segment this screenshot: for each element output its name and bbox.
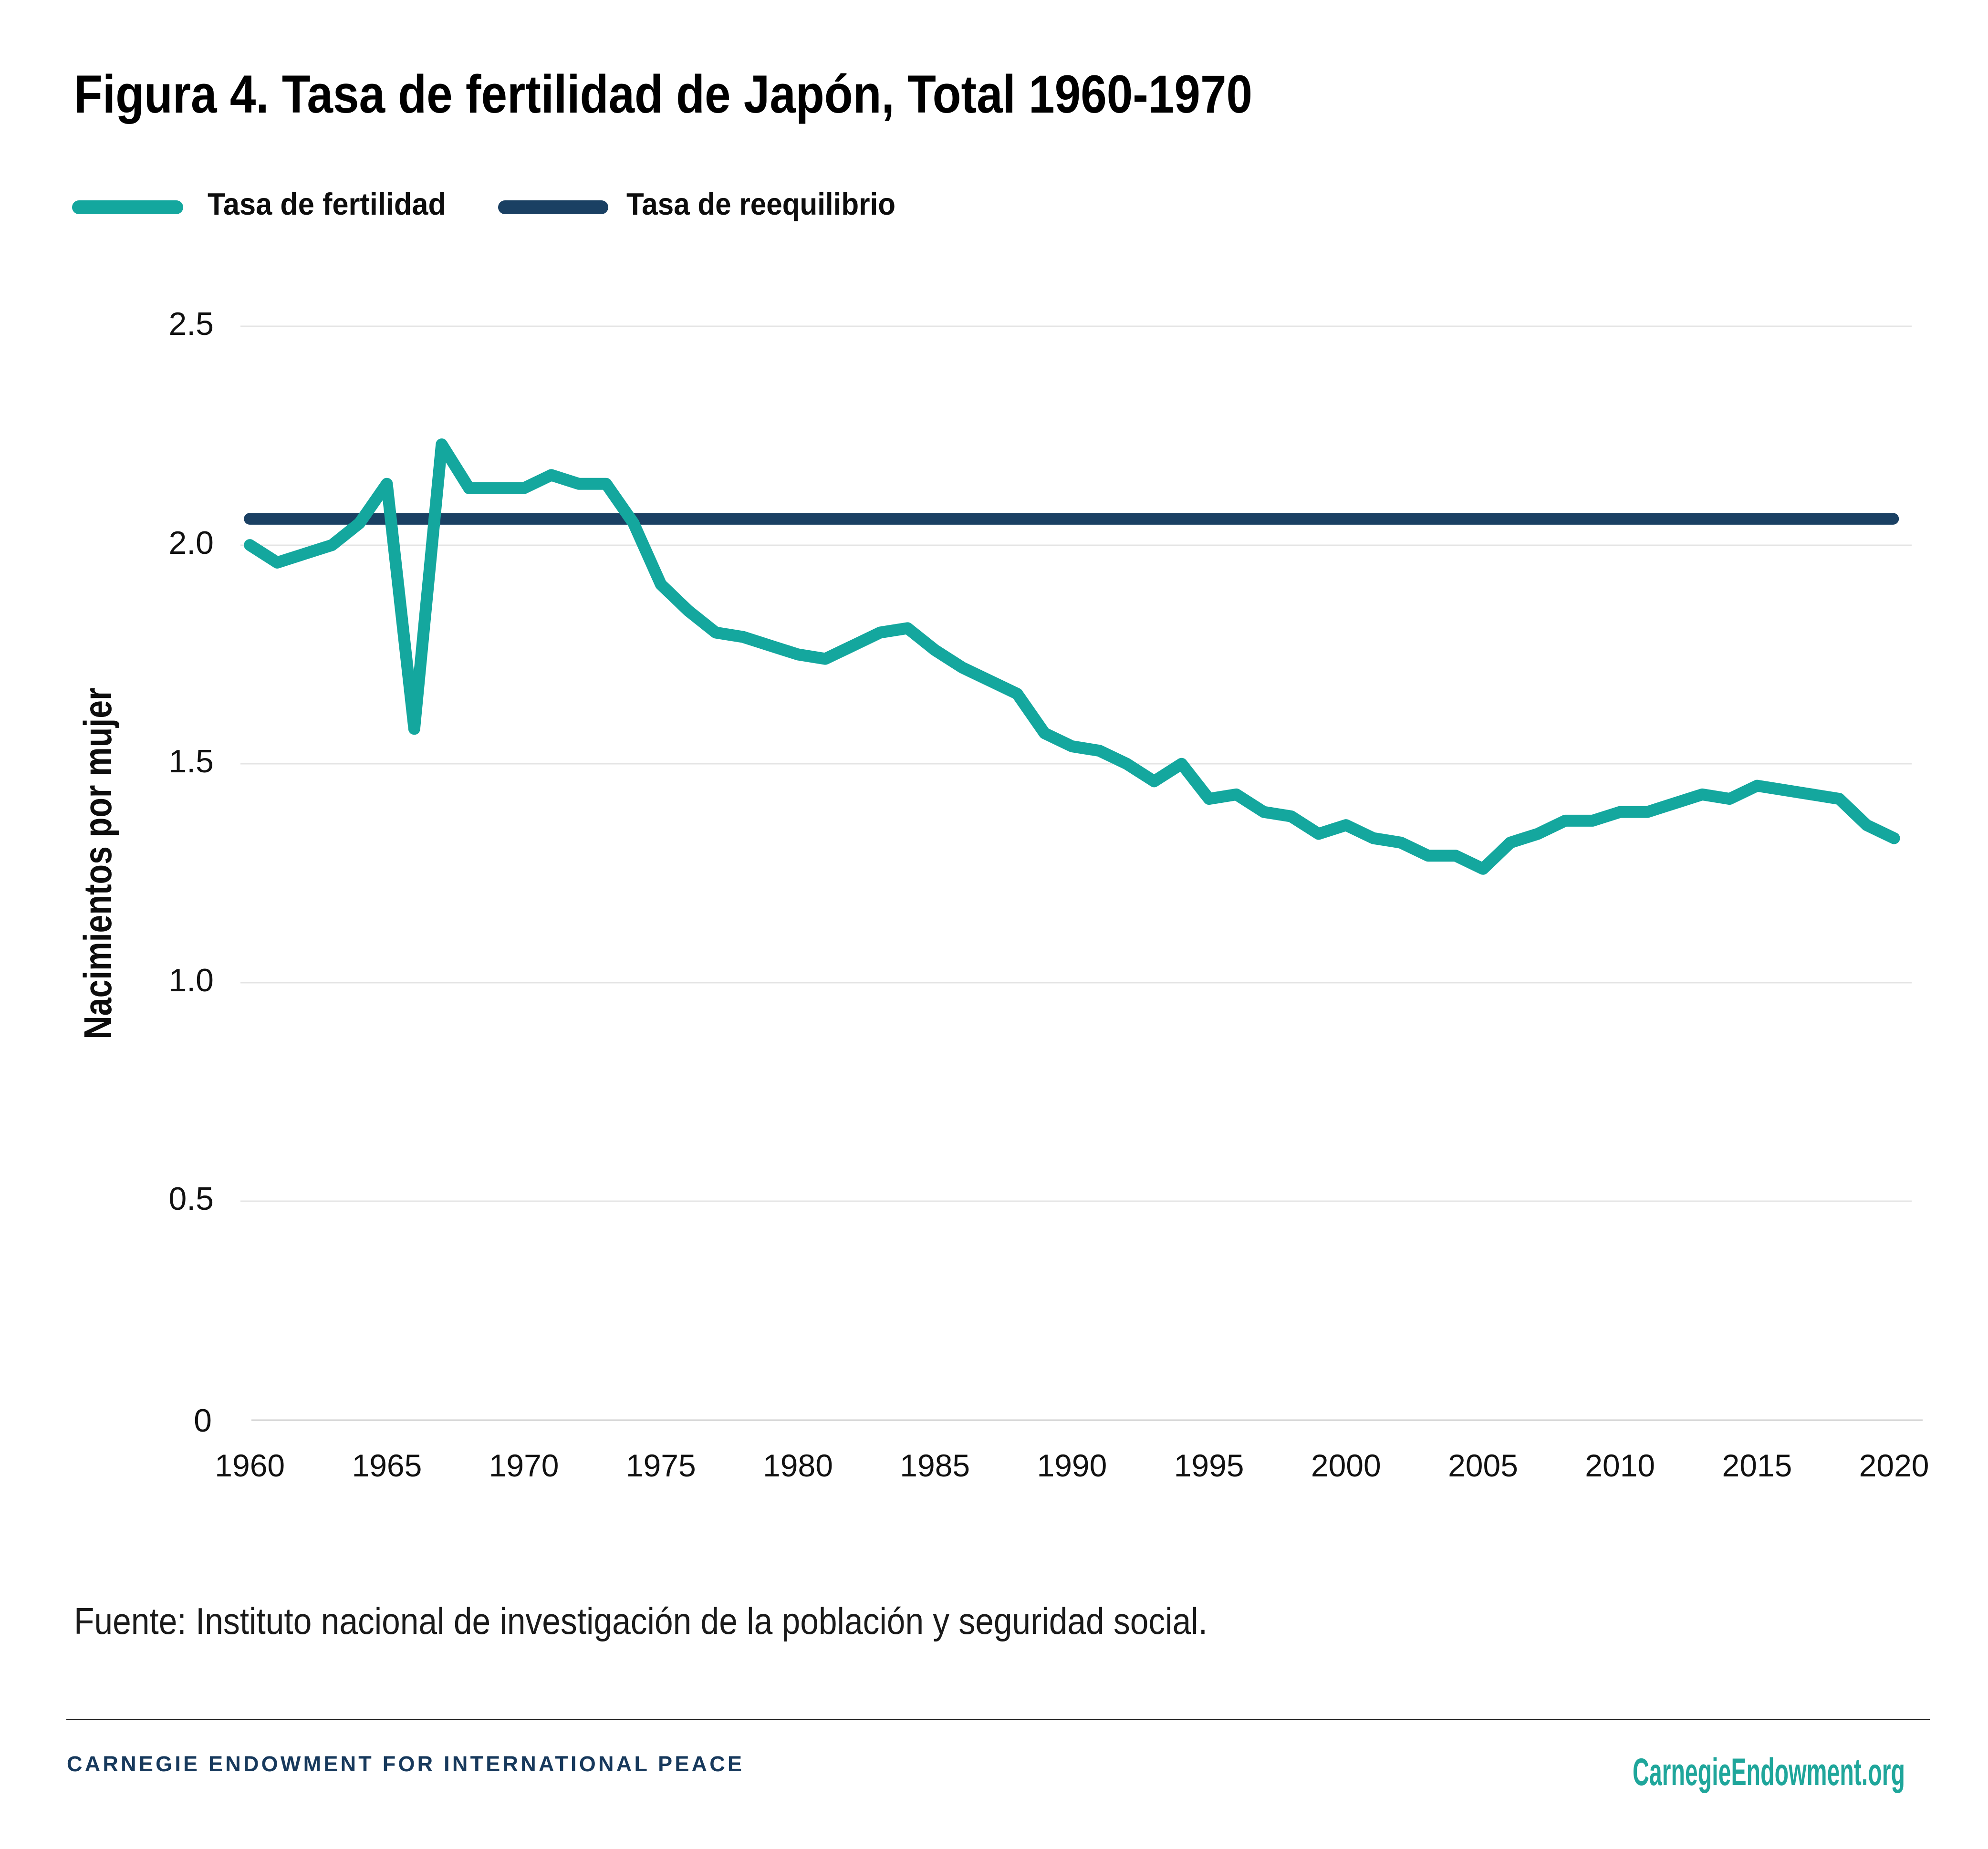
svg-text:2.0: 2.0 [168, 525, 214, 561]
svg-text:Tasa de fertilidad: Tasa de fertilidad [208, 187, 446, 221]
svg-text:1975: 1975 [626, 1448, 696, 1483]
svg-text:1960: 1960 [215, 1448, 285, 1483]
svg-text:0.5: 0.5 [168, 1181, 214, 1217]
svg-text:1.5: 1.5 [168, 743, 214, 779]
svg-text:1990: 1990 [1037, 1448, 1107, 1483]
svg-text:2020: 2020 [1859, 1448, 1929, 1483]
svg-text:Nacimientos por mujer: Nacimientos por mujer [76, 688, 120, 1039]
svg-text:CarnegieEndowment.org: CarnegieEndowment.org [1633, 1751, 1905, 1794]
svg-text:1.0: 1.0 [168, 962, 214, 998]
svg-text:Tasa de reequilibrio: Tasa de reequilibrio [626, 187, 895, 221]
svg-text:1965: 1965 [352, 1448, 422, 1483]
svg-text:1985: 1985 [900, 1448, 970, 1483]
svg-text:1995: 1995 [1174, 1448, 1244, 1483]
svg-text:2000: 2000 [1311, 1448, 1381, 1483]
svg-text:2005: 2005 [1448, 1448, 1518, 1483]
svg-text:0: 0 [194, 1402, 212, 1439]
svg-text:2010: 2010 [1585, 1448, 1655, 1483]
svg-text:Fuente: Instituto nacional de: Fuente: Instituto nacional de investigac… [74, 1600, 1207, 1642]
svg-text:2015: 2015 [1722, 1448, 1792, 1483]
svg-text:2.5: 2.5 [168, 306, 214, 342]
svg-text:1980: 1980 [763, 1448, 833, 1483]
svg-text:1970: 1970 [489, 1448, 559, 1483]
svg-text:CARNEGIE ENDOWMENT FOR INTERNA: CARNEGIE ENDOWMENT FOR INTERNATIONAL PEA… [67, 1752, 742, 1776]
svg-text:Figura 4. Tasa de fertilidad d: Figura 4. Tasa de fertilidad de Japón, T… [74, 64, 1252, 124]
